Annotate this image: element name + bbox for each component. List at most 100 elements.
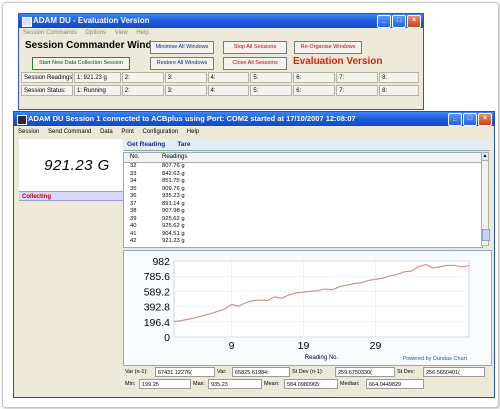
status-cell: 7: (336, 85, 379, 96)
mean-label: Mean: (264, 381, 280, 387)
tare-tab[interactable]: Tare (177, 141, 191, 148)
reading-number: 33 (130, 170, 137, 177)
menu-options[interactable]: Options (85, 30, 107, 36)
close-icon[interactable]: × (478, 113, 492, 126)
menu-help[interactable]: Help (136, 30, 149, 36)
table-row[interactable]: 36 935.23 g (124, 193, 482, 201)
var-value: 65825.61984: (232, 367, 290, 377)
command-toolbar: Get Reading Tare (123, 139, 490, 151)
reading-number: 42 (130, 238, 137, 244)
reading-cell: 7: (336, 72, 379, 83)
minimise-all-windows-button[interactable]: Minimise All Windows (150, 41, 214, 54)
evaluation-version-label: Evaluation Version (293, 56, 383, 67)
y-tick-label: 785.6 (144, 271, 170, 283)
max-value: 935.23 (208, 379, 262, 389)
chart-svg: 982 785.6 589.2 392.8 196.4 0 9 19 29 Reading No.… (144, 256, 470, 362)
app-icon (22, 17, 32, 27)
status-cell: 5: (250, 85, 293, 96)
session-menubar: Session Send Command Data Print Configur… (14, 128, 494, 137)
minimize-icon[interactable]: _ (377, 15, 391, 28)
reading-value: 921.23 g (162, 238, 185, 244)
table-row[interactable]: 33 842.63 g (124, 171, 482, 179)
table-scrollbar[interactable]: ▲ (481, 152, 490, 246)
reading-cell: 2: (121, 72, 164, 83)
table-body: 32 807.76 g 33 842.63 g 34 851.75 g 35 909.76 g… (124, 163, 482, 246)
reading-cell: 6: (293, 72, 336, 83)
reading-number: 41 (130, 230, 137, 237)
status-cell: 2: (121, 85, 164, 96)
reading-value: 851.75 g (162, 178, 185, 184)
reading-pane: 921.23 G Collecting (19, 139, 132, 397)
minimize-icon[interactable]: _ (448, 113, 462, 126)
column-header-no[interactable]: No. (130, 154, 140, 160)
collecting-status[interactable]: Collecting (19, 191, 132, 201)
status-cell: 3: (164, 85, 207, 96)
readings-series-line (173, 264, 470, 323)
readings-label: Session Readings: (21, 72, 73, 83)
session-title: ADAM DU Session 1 connected to ACBplus u… (28, 114, 356, 123)
maximize-icon[interactable]: □ (392, 15, 406, 28)
close-all-sessions-button[interactable]: Close All Sessions (223, 57, 287, 70)
table-row[interactable]: 39 925.62 g (124, 216, 482, 224)
x-axis-label: Reading No. (305, 355, 339, 361)
var-label: Var: (217, 369, 227, 375)
reading-value: 925.62 g (162, 215, 185, 222)
column-header-readings[interactable]: Readings (162, 154, 188, 160)
reading-value: 807.76 g (162, 163, 185, 169)
window-controls: _ □ × (377, 15, 421, 28)
menu-session[interactable]: Session (18, 129, 40, 135)
app-icon (17, 115, 27, 125)
x-tick-label: 19 (298, 340, 310, 352)
stdev-n1-label: St Dev (n-1): (292, 369, 324, 375)
y-tick-label: 982 (152, 256, 170, 268)
summary-stats-row: Min: 199.25 Max: 935.23 Mean: 584.098096… (123, 379, 490, 389)
table-row[interactable]: 38 907.98 g (124, 208, 482, 216)
menu-help[interactable]: Help (186, 129, 200, 135)
var-n1-value: 67431.12276( (155, 367, 215, 377)
menu-view[interactable]: View (114, 30, 128, 36)
menu-send-command[interactable]: Send Command (48, 129, 92, 135)
table-row[interactable]: 32 807.76 g (124, 163, 482, 171)
reading-value: 907.98 g (162, 208, 185, 214)
plot-area (173, 260, 470, 338)
menu-configuration[interactable]: Configuration (142, 129, 179, 135)
get-reading-tab[interactable]: Get Reading (127, 141, 166, 148)
scroll-thumb[interactable] (482, 229, 490, 241)
table-row[interactable]: 34 851.75 g (124, 178, 482, 186)
table-row[interactable]: 41 904.51 g (124, 231, 482, 239)
menu-print[interactable]: Print (121, 129, 134, 135)
table-row[interactable]: 40 925.62 g (124, 223, 482, 231)
status-label: Session Status: (21, 85, 73, 96)
max-label: Max: (193, 381, 205, 387)
restore-all-windows-button[interactable]: Restore All Windows (150, 57, 214, 70)
reading-value: 909.76 g (162, 185, 185, 192)
close-icon[interactable]: × (407, 15, 421, 28)
session-titlebar[interactable]: ADAM DU Session 1 connected to ACBplus u… (14, 112, 494, 126)
table-row[interactable]: 35 909.76 g (124, 186, 482, 194)
table-row[interactable]: 42 921.23 g (124, 238, 482, 246)
reading-value: 842.63 g (162, 170, 185, 177)
reading-number: 34 (130, 178, 137, 184)
commander-title: ADAM DU - Evaluation Version (33, 16, 150, 25)
status-cell: 8: (379, 85, 419, 96)
status-cell: 6: (293, 85, 336, 96)
x-tick-label: 9 (229, 340, 235, 352)
reading-cell: 1: 921.23 g (73, 72, 121, 83)
menu-session-commands[interactable]: Session Commands (23, 30, 77, 36)
x-tick-label: 29 (370, 340, 382, 352)
reading-value: 891.14 g (162, 200, 185, 207)
scroll-up-icon[interactable]: ▲ (482, 153, 488, 161)
reading-value: 935.23 g (162, 193, 185, 199)
menu-data[interactable]: Data (100, 129, 113, 135)
start-new-session-button[interactable]: Start New Data Collection Session (32, 57, 130, 70)
commander-titlebar[interactable]: ADAM DU - Evaluation Version _ □ × (19, 14, 423, 28)
readings-chart: 982 785.6 589.2 392.8 196.4 0 9 19 29 Reading No.… (123, 250, 492, 366)
stdev-n1-value: 259.6750330( (335, 367, 395, 377)
stop-all-sessions-button[interactable]: Stop All Sessions (223, 41, 287, 54)
status-cell: 4: (207, 85, 250, 96)
variance-stats-row: Var (n-1): 67431.12276( Var: 65825.61984… (123, 367, 490, 377)
reorganise-windows-button[interactable]: Re-Organise Windows (294, 41, 362, 54)
table-row[interactable]: 37 891.14 g (124, 201, 482, 209)
maximize-icon[interactable]: □ (463, 113, 477, 126)
reading-value: 904.51 g (162, 230, 185, 237)
